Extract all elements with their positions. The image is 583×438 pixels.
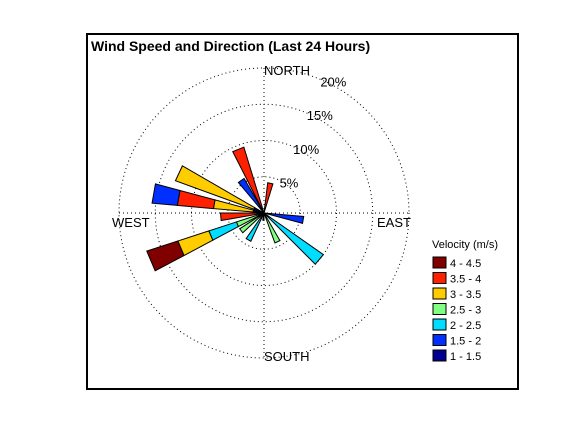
direction-east: EAST [377,215,411,230]
legend-label-1: 3.5 - 4 [450,274,481,286]
petal-100-seg-0 [263,212,305,224]
ring-label-15: 15% [307,108,333,123]
legend-label-3: 2.5 - 3 [450,305,481,317]
direction-south: SOUTH [264,349,310,364]
legend-swatch-4 [432,318,447,331]
petal-210-seg-0 [245,212,265,242]
legend-swatch-2 [432,287,447,300]
ring-labels: 5% 10% 15% 20% [280,75,347,191]
ring-label-20: 20% [320,75,346,90]
legend-title: Velocity (m/s) [432,239,498,251]
petal-12-seg-0 [263,182,274,214]
direction-west: WEST [112,215,150,230]
legend-swatch-5 [432,334,447,346]
petal-185-seg-0 [262,212,265,221]
ring-10 [191,140,337,286]
petal-325-seg-0 [237,177,265,214]
ring-20 [118,67,410,359]
legend: Velocity (m/s) 4 - 4.5 3.5 - 4 3 - 3.5 2.5 … [432,239,498,363]
legend-items: 4 - 4.5 3.5 - 4 3 - 3.5 2.5 - 3 2 - 2.5 1.5 -… [432,256,481,363]
legend-swatch-0 [432,256,447,269]
legend-swatch-1 [432,272,447,284]
ring-5 [227,176,301,250]
direction-north: NORTH [264,63,310,78]
legend-swatch-3 [432,303,447,315]
petal-280-seg-3 [151,183,181,206]
legend-label-0: 4 - 4.5 [450,258,481,270]
legend-swatch-6 [432,349,447,362]
ring-label-10: 10% [293,142,319,157]
legend-label-2: 3 - 3.5 [450,289,481,301]
petal-232-seg-0 [238,212,265,234]
legend-label-4: 2 - 2.5 [450,320,481,332]
petal-338-seg-0 [232,146,265,214]
petal-130-seg-0 [263,212,325,266]
legend-label-5: 1.5 - 2 [450,336,481,348]
petal-265-seg-1 [219,212,258,222]
ring-label-5: 5% [280,175,299,190]
petal-295-seg-1 [174,165,256,210]
ring-15 [154,103,374,323]
legend-label-6: 1 - 1.5 [450,351,481,363]
petal-155-seg-0 [263,212,281,244]
petal-247-seg-3 [146,240,185,272]
petals [146,146,325,272]
chart-title: Wind Speed and Direction (Last 24 Hours) [91,38,370,54]
